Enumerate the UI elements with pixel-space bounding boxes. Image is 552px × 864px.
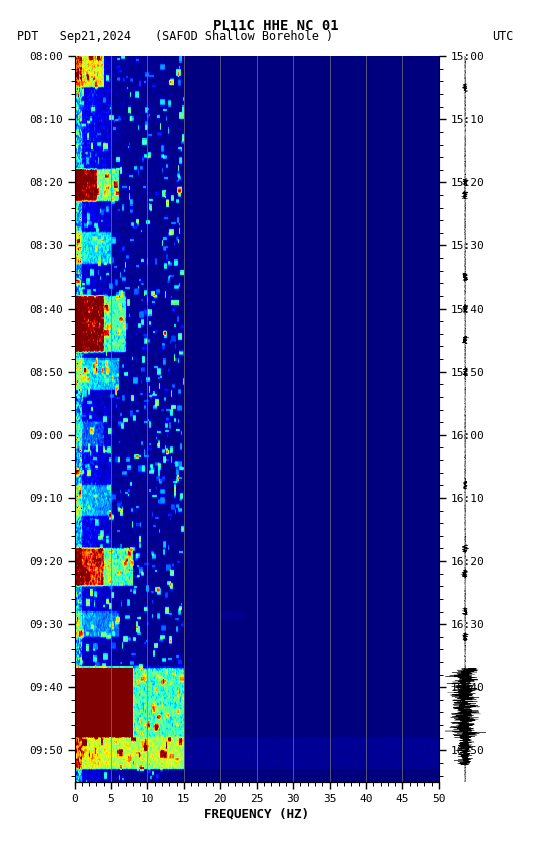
Text: PL11C HHE NC 01: PL11C HHE NC 01: [213, 19, 339, 33]
X-axis label: FREQUENCY (HZ): FREQUENCY (HZ): [204, 808, 309, 821]
Text: UTC: UTC: [492, 30, 513, 43]
Text: (SAFOD Shallow Borehole ): (SAFOD Shallow Borehole ): [155, 30, 333, 43]
Text: PDT   Sep21,2024: PDT Sep21,2024: [17, 30, 131, 43]
